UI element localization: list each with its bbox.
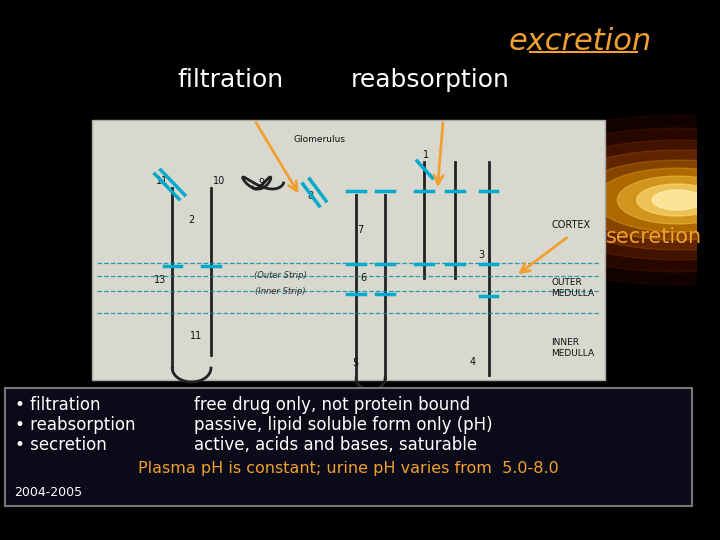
Ellipse shape: [636, 184, 718, 216]
Text: 8: 8: [307, 191, 314, 201]
Text: reabsorption: reabsorption: [351, 68, 510, 92]
Ellipse shape: [595, 168, 720, 232]
Text: 2004-2005: 2004-2005: [14, 485, 83, 498]
Text: excretion: excretion: [509, 28, 652, 57]
Text: 6: 6: [361, 273, 367, 283]
FancyBboxPatch shape: [92, 120, 605, 380]
FancyBboxPatch shape: [5, 388, 692, 506]
Text: 3: 3: [478, 250, 484, 260]
Text: Glomerulus: Glomerulus: [293, 136, 346, 145]
Text: 11: 11: [156, 176, 168, 186]
Text: 7: 7: [357, 225, 363, 235]
Ellipse shape: [617, 176, 720, 224]
Text: OUTER
MEDULLA: OUTER MEDULLA: [552, 278, 595, 298]
Text: filtration: filtration: [177, 68, 284, 92]
Ellipse shape: [571, 160, 720, 240]
Text: 1: 1: [423, 150, 429, 160]
Text: INNER
MEDULLA: INNER MEDULLA: [552, 338, 595, 358]
Text: 10: 10: [212, 176, 225, 186]
Text: free drug only, not protein bound: free drug only, not protein bound: [194, 396, 469, 414]
Ellipse shape: [498, 128, 720, 272]
Text: 13: 13: [153, 275, 166, 285]
Text: passive, lipid soluble form only (pH): passive, lipid soluble form only (pH): [194, 416, 492, 434]
Text: • secretion: • secretion: [14, 436, 107, 454]
Ellipse shape: [474, 115, 720, 285]
Text: 2: 2: [189, 215, 194, 225]
Text: 11: 11: [190, 331, 202, 341]
Text: • reabsorption: • reabsorption: [14, 416, 135, 434]
Text: CORTEX: CORTEX: [552, 220, 590, 230]
Text: 5: 5: [352, 358, 359, 368]
Text: (Inner Strip): (Inner Strip): [256, 287, 306, 295]
Ellipse shape: [523, 140, 720, 260]
Text: 4: 4: [469, 357, 475, 367]
Ellipse shape: [546, 150, 720, 250]
Ellipse shape: [652, 190, 703, 210]
Text: secretion: secretion: [606, 227, 702, 247]
Text: active, acids and bases, saturable: active, acids and bases, saturable: [194, 436, 477, 454]
Text: Plasma pH is constant; urine pH varies from  5.0-8.0: Plasma pH is constant; urine pH varies f…: [138, 461, 559, 476]
Text: (Outer Strip): (Outer Strip): [254, 272, 307, 280]
Text: • filtration: • filtration: [14, 396, 100, 414]
Text: 9: 9: [258, 178, 264, 188]
